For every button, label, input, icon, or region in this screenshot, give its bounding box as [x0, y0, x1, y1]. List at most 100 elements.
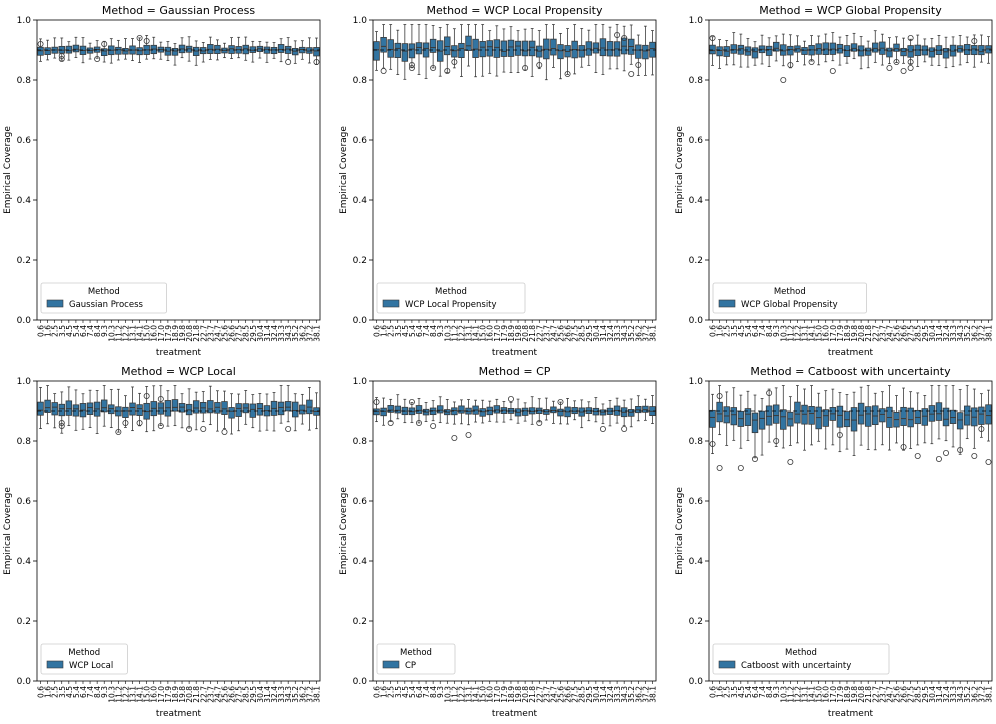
box-2 [723, 391, 730, 446]
y-tick-label: 0.8 [17, 437, 32, 447]
x-tick-label: 4.5 [737, 325, 746, 337]
box-iqr [37, 401, 44, 416]
box-0 [37, 38, 44, 62]
box-18 [164, 41, 172, 61]
x-tick-label: 32.4 [942, 325, 951, 342]
box-1 [44, 39, 51, 61]
box-iqr [277, 401, 285, 416]
legend-label: WCP Local [69, 661, 113, 671]
outlier-point [451, 434, 458, 441]
outlier-point [773, 437, 780, 444]
x-tick-label: 32.4 [942, 686, 951, 703]
box-iqr [235, 403, 242, 417]
x-tick-label: 23.7 [878, 686, 887, 703]
x-tick-label: 1.6 [716, 325, 725, 337]
x-tick-label: 28.5 [242, 686, 251, 703]
box-24 [879, 33, 886, 66]
legend: Method CP [376, 643, 456, 675]
box-25 [214, 390, 221, 432]
x-tick-label: 26.6 [564, 325, 573, 342]
box-iqr [214, 402, 221, 414]
y-tick-label: 0.2 [17, 617, 31, 627]
box-iqr [772, 404, 780, 424]
x-tick-label: 30.4 [256, 686, 265, 703]
x-tick-label: 0.6 [373, 325, 382, 337]
box-iqr [72, 404, 80, 417]
x-tick-label: 26.6 [900, 325, 909, 342]
box-iqr [949, 44, 957, 57]
outlier-point [716, 464, 723, 471]
x-tick-label: 27.5 [571, 325, 580, 342]
box-iqr [129, 402, 136, 416]
box-iqr [978, 406, 985, 425]
box-38 [306, 386, 313, 431]
outlier-point [451, 59, 458, 66]
outlier-point [157, 395, 164, 402]
outlier-point [751, 455, 758, 462]
box-5 [72, 36, 80, 58]
box-12 [122, 38, 129, 60]
box-4 [65, 386, 73, 426]
boxes [37, 385, 320, 435]
outlier-point [507, 395, 514, 402]
x-tick-label: 24.7 [885, 686, 894, 703]
boxes [373, 394, 656, 429]
box-28 [235, 393, 242, 432]
y-tick-label: 0.4 [689, 557, 704, 567]
x-tick-label: 24.7 [213, 325, 222, 342]
box-iqr [277, 44, 285, 53]
x-tick-label: 19.8 [850, 325, 859, 342]
x-tick-label: 19.8 [514, 325, 523, 342]
box-3 [394, 394, 401, 420]
x-tick-label: 22.7 [871, 686, 880, 703]
box-iqr [723, 406, 730, 424]
outlier-point [907, 65, 914, 72]
box-37 [635, 34, 642, 76]
box-23 [872, 392, 879, 451]
y-tick-label: 0.2 [689, 256, 703, 266]
outlier-point [971, 452, 978, 459]
x-tick-label: 24.7 [549, 325, 558, 342]
x-tick-label: 35.2 [627, 686, 636, 703]
box-32 [599, 403, 607, 425]
box-15 [815, 35, 822, 66]
x-tick-label: 36.2 [298, 325, 307, 342]
box-20 [178, 37, 186, 59]
box-14 [808, 35, 815, 62]
box-36 [964, 385, 971, 440]
y-axis-label: Empirical Coverage [339, 126, 349, 214]
box-23 [536, 30, 543, 70]
x-tick-label: 34.3 [620, 325, 629, 342]
box-2 [51, 393, 58, 429]
box-19 [507, 26, 515, 73]
box-17 [829, 32, 837, 62]
box-iqr [794, 401, 801, 424]
box-25 [886, 37, 893, 65]
box-iqr [108, 404, 115, 415]
box-36 [292, 40, 299, 64]
box-39 [313, 392, 320, 430]
x-tick-label: 32.4 [270, 325, 279, 342]
x-tick-label: 20.8 [857, 325, 866, 342]
x-tick-label: 36.2 [970, 325, 979, 342]
legend-swatch [46, 660, 64, 669]
box-iqr [942, 48, 950, 59]
box-18 [836, 392, 844, 453]
x-tick-label: 0.6 [373, 686, 382, 698]
x-tick-label: 13.1 [801, 686, 810, 703]
x-tick-label: 4.5 [401, 325, 410, 337]
box-14 [136, 37, 143, 63]
box-39 [649, 30, 656, 76]
outlier-point [599, 425, 606, 432]
x-tick-label: 17.9 [164, 325, 173, 342]
box-23 [872, 30, 879, 63]
x-tick-label: 2.5 [51, 325, 60, 337]
x-tick-label: 15.0 [479, 686, 488, 703]
box-17 [829, 388, 837, 446]
x-tick-label: 18.9 [171, 686, 180, 703]
box-iqr [507, 39, 515, 57]
box-27 [228, 393, 235, 435]
box-31 [256, 41, 264, 59]
x-tick-label: 20.8 [185, 686, 194, 703]
box-17 [493, 398, 501, 423]
